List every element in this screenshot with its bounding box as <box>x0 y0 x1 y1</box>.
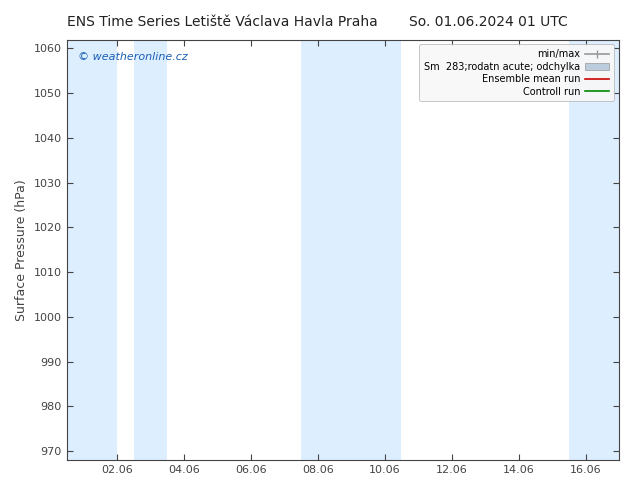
Legend: min/max, Sm  283;rodatn acute; odchylka, Ensemble mean run, Controll run: min/max, Sm 283;rodatn acute; odchylka, … <box>419 45 614 101</box>
Y-axis label: Surface Pressure (hPa): Surface Pressure (hPa) <box>15 179 28 320</box>
Text: © weatheronline.cz: © weatheronline.cz <box>77 52 187 62</box>
Bar <box>301 40 401 460</box>
Bar <box>67 40 117 460</box>
Bar <box>569 40 619 460</box>
Bar <box>134 40 167 460</box>
Text: ENS Time Series Letiště Václava Havla Praha: ENS Time Series Letiště Václava Havla Pr… <box>67 15 377 29</box>
Text: So. 01.06.2024 01 UTC: So. 01.06.2024 01 UTC <box>409 15 567 29</box>
